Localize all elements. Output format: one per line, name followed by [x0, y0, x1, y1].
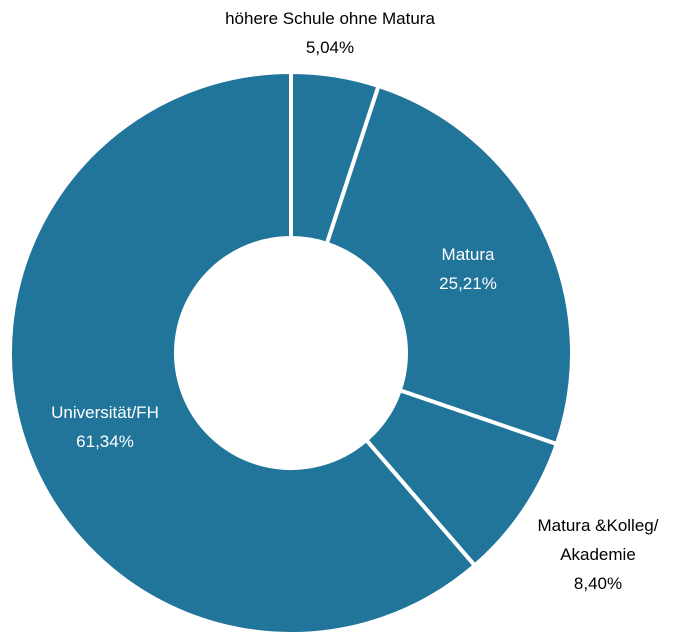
slice-label: Universität/FH 61,34% — [51, 398, 159, 456]
value-label: 61,34% — [76, 432, 134, 451]
donut-slice — [324, 83, 574, 447]
value-label: 8,40% — [573, 574, 623, 593]
value-label: 25,21% — [439, 274, 497, 293]
slice-label: Matura &Kolleg/ Akademie 8,40% — [523, 511, 673, 598]
category-label: Universität/FH — [51, 403, 159, 422]
category-label: höhere Schule ohne Matura — [225, 9, 435, 28]
value-label: 5,04% — [305, 38, 355, 57]
slice-label: höhere Schule ohne Matura 5,04% — [225, 4, 435, 62]
category-label: Matura — [441, 245, 495, 264]
slice-label: Matura 25,21% — [439, 240, 497, 298]
category-label: Matura &Kolleg/ Akademie — [537, 516, 659, 564]
donut-slice — [8, 69, 478, 634]
